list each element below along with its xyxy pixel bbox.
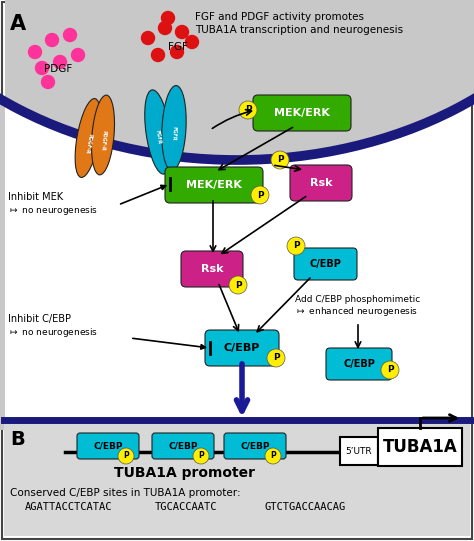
FancyBboxPatch shape [224,433,286,459]
Ellipse shape [91,95,115,175]
Text: C/EBP: C/EBP [309,259,341,269]
Text: C/EBP: C/EBP [343,359,375,369]
Circle shape [185,36,199,49]
Circle shape [158,22,172,35]
Text: TUBA1A promoter: TUBA1A promoter [115,466,255,480]
Circle shape [267,349,285,367]
Circle shape [265,448,281,464]
Circle shape [118,448,134,464]
Text: AGATTACCTCATAC: AGATTACCTCATAC [25,502,112,512]
Text: PDGF-R: PDGF-R [100,129,106,150]
Text: C/EBP: C/EBP [93,441,123,451]
Circle shape [239,101,257,119]
Text: TUBA1A transcription and neurogenesis: TUBA1A transcription and neurogenesis [195,25,403,35]
Circle shape [42,76,55,89]
Polygon shape [0,0,474,430]
Text: MEK/ERK: MEK/ERK [274,108,330,118]
Text: B: B [10,430,25,449]
Circle shape [152,49,164,62]
Text: P: P [198,452,204,460]
Text: P: P [277,155,283,164]
Text: FGFR: FGFR [155,129,162,144]
Text: Add C/EBP phosphomimetic: Add C/EBP phosphomimetic [295,295,420,304]
Circle shape [64,29,76,42]
Text: A: A [10,14,26,34]
Text: $\mapsto$ no neurogenesis: $\mapsto$ no neurogenesis [8,326,98,339]
Circle shape [175,25,189,38]
Text: P: P [123,452,129,460]
Circle shape [28,45,42,58]
Circle shape [381,361,399,379]
FancyBboxPatch shape [340,437,378,465]
Text: P: P [257,190,264,200]
Text: P: P [292,241,299,250]
Text: P: P [235,280,241,289]
Text: GTCTGACCAACAG: GTCTGACCAACAG [265,502,346,512]
Text: P: P [387,366,393,374]
Text: TUBA1A: TUBA1A [383,438,457,456]
Circle shape [193,448,209,464]
Text: MEK/ERK: MEK/ERK [186,180,242,190]
FancyBboxPatch shape [378,428,462,466]
Text: C/EBP: C/EBP [168,441,198,451]
FancyBboxPatch shape [152,433,214,459]
Text: $\mapsto$ no neurogenesis: $\mapsto$ no neurogenesis [8,204,98,217]
Circle shape [229,276,247,294]
Text: C/EBP: C/EBP [224,343,260,353]
Circle shape [142,31,155,44]
FancyBboxPatch shape [165,167,263,203]
Circle shape [162,11,174,24]
FancyBboxPatch shape [294,248,357,280]
Text: C/EBP: C/EBP [240,441,270,451]
Text: Rsk: Rsk [310,178,332,188]
Circle shape [36,62,48,75]
FancyBboxPatch shape [181,251,243,287]
Circle shape [171,45,183,58]
FancyBboxPatch shape [253,95,351,131]
FancyBboxPatch shape [205,330,279,366]
Ellipse shape [75,98,101,177]
Circle shape [54,56,66,69]
Circle shape [72,49,84,62]
Text: $\mapsto$ enhanced neurogenesis: $\mapsto$ enhanced neurogenesis [295,305,418,318]
Text: Inhibit MEK: Inhibit MEK [8,192,63,202]
Text: FGF: FGF [168,42,188,52]
Circle shape [287,237,305,255]
Ellipse shape [145,90,171,174]
Text: Inhibit C/EBP: Inhibit C/EBP [8,314,71,324]
FancyBboxPatch shape [4,420,470,536]
Text: FGFR: FGFR [171,126,177,140]
Text: P: P [270,452,276,460]
FancyBboxPatch shape [326,348,392,380]
Circle shape [271,151,289,169]
Text: 5’UTR: 5’UTR [346,446,372,456]
Text: PDGF: PDGF [44,64,72,74]
Text: Conserved C/EBP sites in TUBA1A promoter:: Conserved C/EBP sites in TUBA1A promoter… [10,488,241,498]
FancyBboxPatch shape [290,165,352,201]
Circle shape [46,34,58,47]
Text: FGF and PDGF activity promotes: FGF and PDGF activity promotes [195,12,364,22]
Text: P: P [245,105,251,115]
FancyBboxPatch shape [77,433,139,459]
Text: Rsk: Rsk [201,264,223,274]
Circle shape [251,186,269,204]
Ellipse shape [162,85,186,170]
Text: PDGF-R: PDGF-R [84,133,92,154]
Text: P: P [273,353,279,362]
Text: TGCACCAATC: TGCACCAATC [155,502,218,512]
